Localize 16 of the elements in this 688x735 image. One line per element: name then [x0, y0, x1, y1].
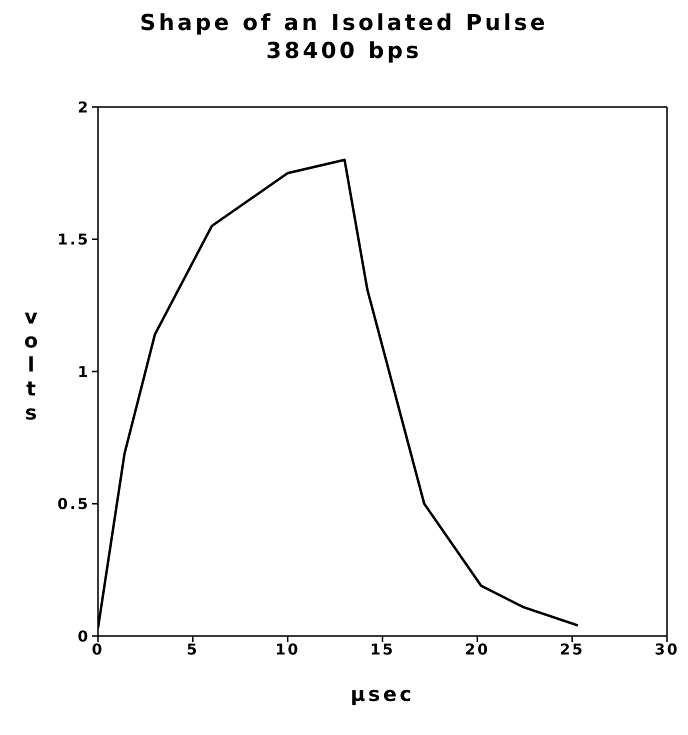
- y-tick-label: 0.5: [57, 495, 90, 514]
- y-tick-label: 2: [78, 98, 90, 116]
- y-tick-label: 1: [78, 362, 90, 381]
- x-axis-title: µsec: [350, 682, 415, 706]
- x-tick-label: 10: [275, 640, 300, 659]
- x-tick-label: 25: [560, 640, 585, 659]
- x-tick-label: 5: [186, 640, 200, 659]
- y-axis-title: volts: [24, 304, 40, 424]
- x-tick-label: 30: [654, 640, 680, 659]
- chart-subtitle: 38400 bps: [265, 38, 423, 66]
- x-tick-label: 20: [464, 640, 490, 659]
- x-tick-label: 15: [370, 640, 395, 659]
- y-tick-label: 0: [78, 627, 90, 646]
- x-tick-label: 0: [92, 640, 104, 659]
- y-tick-label: 1.5: [57, 230, 90, 249]
- chart-title: Shape of an Isolated Pulse: [138, 10, 550, 38]
